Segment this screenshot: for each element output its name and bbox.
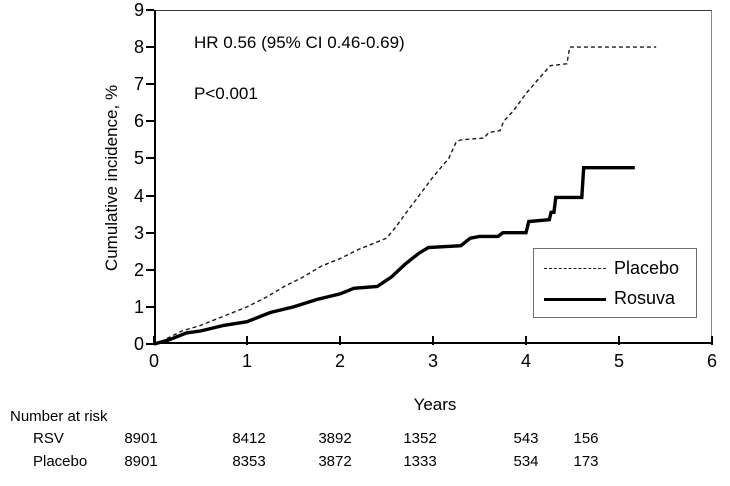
x-tick-mark bbox=[618, 336, 620, 345]
y-tick-mark bbox=[146, 157, 154, 160]
y-tick-label-9: 9 bbox=[133, 0, 144, 20]
risk-value-rsv-1: 8412 bbox=[232, 430, 266, 447]
y-tick-mark bbox=[146, 194, 154, 197]
legend-label-rosuva: Rosuva bbox=[614, 288, 676, 308]
x-tick-label-5: 5 bbox=[613, 351, 624, 371]
risk-value-placebo-5: 173 bbox=[573, 453, 599, 470]
risk-value-rsv-2: 3892 bbox=[318, 430, 352, 447]
y-tick-label-5: 5 bbox=[133, 148, 144, 169]
risk-value-placebo-2: 3872 bbox=[318, 453, 352, 470]
risk-value-placebo-0: 8901 bbox=[124, 453, 158, 470]
risk-value-rsv-5: 156 bbox=[573, 430, 599, 447]
x-tick-label-1: 1 bbox=[241, 351, 252, 371]
y-tick-label-8: 8 bbox=[133, 37, 144, 58]
y-tick-mark bbox=[146, 83, 154, 86]
x-tick-mark bbox=[339, 336, 341, 345]
y-tick-mark bbox=[146, 305, 154, 308]
x-tick-label-6: 6 bbox=[706, 351, 717, 371]
rosuva-line-sample bbox=[544, 298, 606, 301]
y-tick-mark bbox=[146, 46, 154, 49]
risk-value-placebo-1: 8353 bbox=[232, 453, 266, 470]
placebo-line-sample bbox=[544, 268, 606, 269]
number-at-risk-header: Number at risk bbox=[10, 408, 108, 425]
y-axis-title: Cumulative incidence, % bbox=[102, 84, 121, 272]
legend-label-placebo: Placebo bbox=[614, 258, 680, 278]
legend-box: Placebo Rosuva bbox=[533, 248, 697, 318]
y-tick-label-3: 3 bbox=[133, 222, 144, 243]
risk-value-placebo-3: 1333 bbox=[403, 453, 437, 470]
y-tick-label-1: 1 bbox=[133, 296, 144, 317]
y-tick-label-2: 2 bbox=[133, 259, 144, 280]
risk-row-label-placebo: Placebo bbox=[33, 453, 88, 470]
x-axis-title: Years bbox=[413, 395, 457, 414]
y-tick-label-7: 7 bbox=[133, 74, 144, 95]
x-tick-mark bbox=[153, 336, 155, 345]
y-tick-label-4: 4 bbox=[133, 185, 144, 206]
y-tick-mark bbox=[146, 120, 154, 123]
risk-value-rsv-0: 8901 bbox=[124, 430, 158, 447]
risk-value-placebo-4: 534 bbox=[513, 453, 539, 470]
hazard-ratio-annotation: HR 0.56 (95% CI 0.46-0.69) bbox=[194, 33, 405, 52]
x-tick-label-3: 3 bbox=[427, 351, 438, 371]
legend-entry-rosuva: Rosuva bbox=[542, 287, 690, 311]
x-tick-mark bbox=[246, 336, 248, 345]
x-tick-label-2: 2 bbox=[334, 351, 345, 371]
y-tick-label-0: 0 bbox=[133, 334, 144, 354]
legend-entry-placebo: Placebo bbox=[542, 257, 690, 281]
rosuva-curve bbox=[153, 165, 635, 346]
x-tick-mark bbox=[432, 336, 434, 345]
risk-value-rsv-4: 543 bbox=[513, 430, 539, 447]
y-tick-mark bbox=[146, 231, 154, 234]
y-tick-label-6: 6 bbox=[133, 111, 144, 132]
x-tick-label-0: 0 bbox=[148, 351, 159, 371]
x-tick-label-4: 4 bbox=[520, 351, 531, 371]
risk-value-rsv-3: 1352 bbox=[403, 430, 437, 447]
survival-curves bbox=[153, 46, 657, 346]
risk-row-label-rsv: RSV bbox=[33, 430, 64, 447]
y-tick-mark bbox=[146, 343, 154, 345]
placebo-curve bbox=[153, 46, 657, 345]
y-tick-mark bbox=[146, 9, 154, 11]
y-tick-mark bbox=[146, 268, 154, 271]
p-value-annotation: P<0.001 bbox=[194, 84, 258, 103]
x-tick-mark bbox=[525, 336, 527, 345]
x-tick-mark bbox=[711, 336, 713, 345]
